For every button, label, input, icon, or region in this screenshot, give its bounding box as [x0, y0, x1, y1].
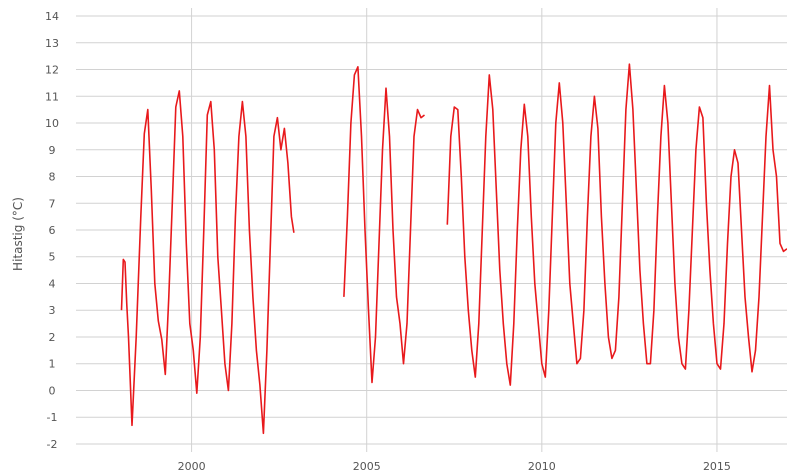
series-line-segment — [120, 90, 295, 435]
y-tick-label: 13 — [45, 37, 59, 50]
x-tick-label: 2015 — [703, 460, 731, 473]
y-tick-label: 0 — [49, 384, 56, 397]
series — [120, 63, 787, 435]
series-line-segment — [343, 66, 425, 384]
x-tick-label: 2010 — [528, 460, 556, 473]
y-tick-label: 14 — [45, 10, 59, 23]
y-tick-label: 4 — [49, 277, 56, 290]
y-axis-label: Hitastig (°C) — [11, 197, 25, 271]
y-tick-label: 3 — [49, 304, 56, 317]
y-tick-label: 2 — [49, 331, 56, 344]
y-tick-label: 11 — [45, 90, 59, 103]
y-tick-label: 6 — [49, 224, 56, 237]
x-tick-label: 2000 — [178, 460, 206, 473]
y-tick-label: 12 — [45, 64, 59, 77]
y-tick-label: 5 — [49, 251, 56, 264]
y-tick-label: 1 — [49, 358, 56, 371]
y-tick-label: -2 — [47, 438, 58, 451]
y-tick-label: 7 — [49, 197, 56, 210]
y-tick-label: -1 — [47, 411, 58, 424]
grid — [76, 8, 787, 452]
y-tick-label: 8 — [49, 171, 56, 184]
x-axis-ticks: 2000 2005 2010 2015 — [178, 460, 731, 473]
y-tick-label: 9 — [49, 144, 56, 157]
y-tick-label: 10 — [45, 117, 59, 130]
series-line-segment — [446, 63, 787, 386]
x-tick-label: 2005 — [353, 460, 381, 473]
